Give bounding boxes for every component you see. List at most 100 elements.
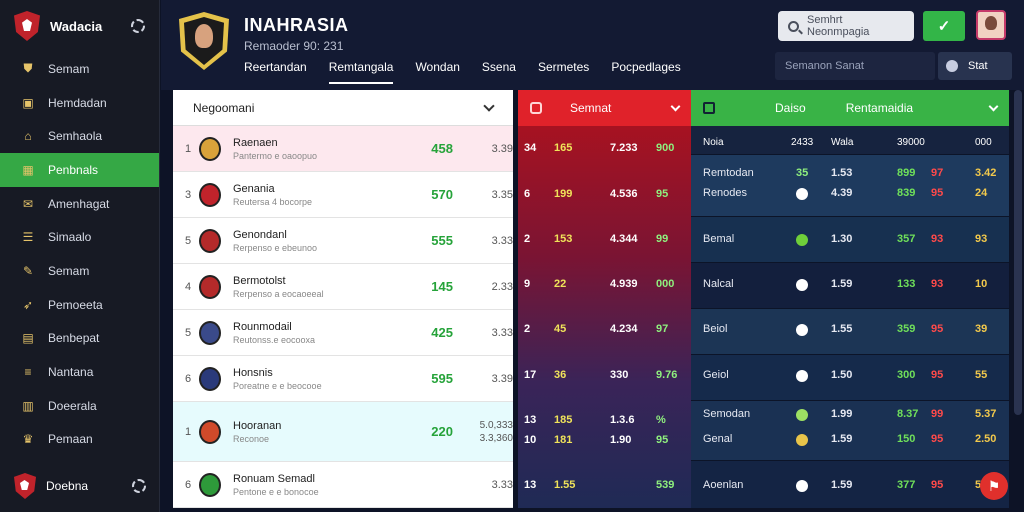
nav-tab[interactable]: Wondan xyxy=(415,60,460,74)
stat-e[interactable]: 93 xyxy=(975,233,988,245)
sidebar-item[interactable]: ➶ Pemoeeta xyxy=(0,288,159,322)
sidebar-item[interactable]: ⌂ Semhaola xyxy=(0,119,159,153)
stat-e[interactable]: 10 xyxy=(975,278,988,290)
odds-cell[interactable]: 3.33 xyxy=(453,235,513,247)
odds-cell[interactable]: 4.234 xyxy=(610,323,638,335)
avatar[interactable] xyxy=(976,10,1006,40)
nav-tab[interactable]: Sermetes xyxy=(537,60,590,74)
chevron-down-icon[interactable] xyxy=(483,99,495,112)
table-row[interactable]: 3 Genania Reutersa 4 bocorpe 570 3.35 xyxy=(173,172,513,218)
odds-cell[interactable]: 95 xyxy=(656,434,669,446)
stat-e[interactable]: 3.42 xyxy=(975,167,997,179)
odds-cell[interactable]: 9 xyxy=(524,278,531,290)
table-row[interactable]: 5 Rounmodail Reutonss.e eocooxa 425 3.33 xyxy=(173,310,513,356)
stat-e[interactable]: 55 xyxy=(975,369,988,381)
odds-cell[interactable]: 2 xyxy=(524,323,531,335)
odds-cell[interactable]: 2.33 xyxy=(453,281,513,293)
odds-cell[interactable]: 34 xyxy=(524,142,537,154)
odds-cell[interactable]: 3.33 xyxy=(453,327,513,339)
chevron-down-icon[interactable] xyxy=(988,101,999,111)
table-row[interactable] xyxy=(691,460,1009,508)
odds-cell[interactable]: 181 xyxy=(554,434,573,446)
odds-cell[interactable]: % xyxy=(656,414,666,426)
odds-cell[interactable]: 36 xyxy=(554,369,567,381)
odds-cell[interactable]: 153 xyxy=(554,233,573,245)
table-row[interactable]: 5 Genondanl Rerpenso e ebeunoo 555 3.33 xyxy=(173,218,513,264)
stat-e[interactable]: 39 xyxy=(975,323,988,335)
odds-cell[interactable]: 4.939 xyxy=(610,278,638,290)
odds-cell[interactable]: 97 xyxy=(656,323,669,335)
stat-e[interactable]: 5.37 xyxy=(975,408,997,420)
odds-cell[interactable]: 13 xyxy=(524,479,537,491)
odds-cell[interactable]: 3.33 xyxy=(453,479,513,491)
odds-cell[interactable]: 3.39 xyxy=(453,373,513,385)
sidebar-item[interactable]: ▤ Benbepat xyxy=(0,322,159,356)
table-row[interactable]: 1 Raenaen Pantermo e oaoopuo 458 3.39 xyxy=(173,126,513,172)
odds-cell[interactable]: 10 xyxy=(524,434,537,446)
chevron-down-icon[interactable] xyxy=(670,101,681,111)
table-row[interactable]: 1 Hooranan Reconoe 220 5.0,333 3.3,360 xyxy=(173,402,513,462)
nav-tab[interactable]: Reertandan xyxy=(244,60,307,74)
sidebar-item[interactable]: ⛊ Semam xyxy=(0,52,159,86)
settings-gear-icon[interactable] xyxy=(131,19,145,33)
nav-tab[interactable]: Ssena xyxy=(481,60,516,74)
nav-tab[interactable]: Pocpedlages xyxy=(611,60,681,74)
table-row[interactable]: 6 Ronuam Semadl Pentone e e bonocoe 3.33 xyxy=(173,462,513,508)
odds-cell[interactable]: 4.344 xyxy=(610,233,638,245)
table-row[interactable] xyxy=(691,262,1009,308)
odds-cell[interactable]: 6 xyxy=(524,188,531,200)
search-input[interactable]: Semhrt Neonmpagia xyxy=(807,14,870,38)
odds-cell[interactable]: 4.536 xyxy=(610,188,638,200)
filter-field[interactable]: Semanon Sanat xyxy=(775,52,935,80)
table-row[interactable] xyxy=(691,154,1009,216)
standings-header[interactable]: Negoomani xyxy=(173,90,513,126)
odds-cell[interactable]: 000 xyxy=(656,278,675,290)
odds-cell[interactable]: 1.90 xyxy=(610,434,632,446)
user-stat-button[interactable]: Stat xyxy=(938,52,1012,80)
red-panel-header[interactable]: Semnat xyxy=(518,90,691,126)
stats-panel-header[interactable]: Daiso Rentamaidia xyxy=(691,90,1009,126)
sidebar-footer[interactable]: Doebna xyxy=(0,468,160,504)
odds-cell[interactable]: 330 xyxy=(610,369,629,381)
odds-cell[interactable]: 1.55 xyxy=(554,479,576,491)
odds-cell[interactable]: 9.76 xyxy=(656,369,678,381)
table-row[interactable]: 6 Honsnis Poreatne e e beocooe 595 3.39 xyxy=(173,356,513,402)
odds-cell[interactable]: 17 xyxy=(524,369,537,381)
sidebar-item[interactable]: ▥ Doeerala xyxy=(0,389,159,423)
odds-cell[interactable]: 3.39 xyxy=(453,143,513,155)
sidebar-item[interactable]: ♛ Pemaan xyxy=(0,423,159,457)
sidebar-item[interactable]: ▦ Penbnals xyxy=(0,153,159,187)
sidebar-item[interactable]: ✉ Amenhagat xyxy=(0,187,159,221)
odds-cell[interactable]: 539 xyxy=(656,479,675,491)
odds-cell[interactable]: 2 xyxy=(524,233,531,245)
sidebar-item[interactable]: ☰ Simaalo xyxy=(0,220,159,254)
odds-cell[interactable]: 900 xyxy=(656,142,675,154)
odds-cell[interactable]: 95 xyxy=(656,188,669,200)
live-action-button[interactable]: ⚑ xyxy=(980,472,1008,500)
odds-cell[interactable]: 185 xyxy=(554,414,573,426)
odds-cell[interactable]: 165 xyxy=(554,142,573,154)
scrollbar[interactable] xyxy=(1014,90,1022,415)
odds-cell[interactable]: 22 xyxy=(554,278,567,290)
confirm-button[interactable]: ✓ xyxy=(923,11,965,41)
sidebar-item[interactable]: ≡ Nantana xyxy=(0,355,159,389)
settings-gear-icon[interactable] xyxy=(132,479,146,493)
odds-cell[interactable]: 1.3.6 xyxy=(610,414,635,426)
odds-cell[interactable]: 199 xyxy=(554,188,573,200)
sidebar-item[interactable]: ✎ Semam xyxy=(0,254,159,288)
table-row[interactable] xyxy=(691,216,1009,262)
table-row[interactable] xyxy=(691,400,1009,460)
stat-e[interactable]: 24 xyxy=(975,187,988,199)
odds-cell[interactable]: 99 xyxy=(656,233,669,245)
odds-cell[interactable]: 3.35 xyxy=(453,189,513,201)
odds-cell[interactable]: 13 xyxy=(524,414,537,426)
odds-cell[interactable]: 45 xyxy=(554,323,567,335)
table-row[interactable] xyxy=(691,354,1009,400)
search-box[interactable]: Semhrt Neonmpagia xyxy=(778,11,914,41)
stat-e[interactable]: 2.50 xyxy=(975,433,997,445)
table-row[interactable]: 4 Bermotolst Rerpenso a eocaoeeal 145 2.33 xyxy=(173,264,513,310)
sidebar-item[interactable]: ▣ Hemdadan xyxy=(0,86,159,120)
table-row[interactable] xyxy=(691,308,1009,354)
odds-cell[interactable]: 5.0,333 3.3,360 xyxy=(453,419,513,445)
odds-cell[interactable]: 7.233 xyxy=(610,142,638,154)
